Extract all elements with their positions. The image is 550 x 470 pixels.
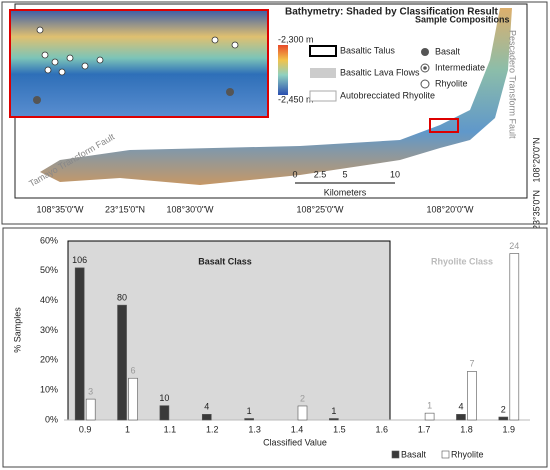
x-tick-label: 1.3: [248, 424, 261, 434]
bar: [297, 405, 308, 421]
x-tick-label: 1.9: [503, 424, 516, 434]
class-label: Basaltic Talus: [340, 45, 395, 55]
basalt-point: [226, 88, 234, 96]
swatch-flows: [310, 68, 336, 78]
bar: [498, 416, 509, 421]
legend-label: Basalt: [401, 449, 427, 459]
count-label: 24: [509, 241, 519, 251]
x-tick-label: 1.5: [333, 424, 346, 434]
x-axis-label: Classified Value: [263, 437, 327, 447]
coord-label: 23°35'0"N: [531, 190, 541, 230]
count-label: 80: [117, 293, 127, 303]
count-label: 2: [501, 404, 506, 414]
y-tick-label: 0%: [45, 414, 58, 424]
bar: [74, 267, 85, 421]
sample-label: Rhyolite: [435, 78, 468, 88]
count-label: 1: [247, 406, 252, 416]
bar: [117, 304, 127, 421]
fault-label: Pescadero Transform Fault: [508, 30, 518, 139]
sample-points: [36, 26, 239, 76]
depth-low: -2,450 m: [278, 94, 314, 104]
bar: [159, 405, 170, 421]
count-label: 106: [72, 255, 87, 265]
scale-label: 10: [390, 169, 400, 179]
bar: [467, 371, 477, 421]
scale-label: 2.5: [314, 169, 327, 179]
bathymetry-swath: [40, 8, 512, 185]
scale-unit: Kilometers: [324, 187, 367, 197]
class-label: Autobrecciated Rhyolite: [340, 90, 435, 100]
count-label: 7: [469, 359, 474, 369]
count-label: 4: [458, 402, 463, 412]
x-tick-label: 0.9: [79, 424, 92, 434]
y-tick-label: 60%: [40, 235, 58, 245]
x-tick-label: 1.4: [291, 424, 304, 434]
swatch-talus: [309, 45, 337, 57]
x-tick-label: 1: [125, 424, 130, 434]
x-tick-label: 1.2: [206, 424, 219, 434]
bar: [509, 253, 520, 421]
bar: [424, 412, 435, 421]
basalt-point: [33, 96, 41, 104]
x-tick-label: 1.8: [460, 424, 473, 434]
count-label: 1: [331, 406, 336, 416]
scale-label: 0: [292, 169, 297, 179]
scale-label: 5: [342, 169, 347, 179]
legend-swatch: [391, 450, 400, 459]
y-tick-label: 20%: [40, 355, 58, 365]
y-tick-label: 10%: [40, 385, 58, 395]
count-label: 1: [427, 401, 432, 411]
inset-map: [9, 9, 269, 118]
coord-label: 108°25'0"W: [296, 204, 344, 214]
x-tick-label: 1.1: [164, 424, 177, 434]
y-axis-label: % Samples: [12, 307, 22, 353]
x-tick-label: 1.6: [375, 424, 388, 434]
y-tick-label: 30%: [40, 325, 58, 335]
coord-label: 108°30'0"W: [166, 204, 214, 214]
sample-symbol: [420, 79, 430, 89]
class-label: Basaltic Lava Flows: [340, 67, 420, 77]
inset-locator: [429, 118, 459, 133]
bar: [201, 414, 212, 421]
legend-title: Bathymetry: Shaded by Classification Res…: [285, 7, 499, 18]
count-label: 3: [88, 386, 93, 396]
count-label: 6: [131, 366, 136, 376]
annotation: Basalt Class: [198, 256, 252, 266]
sample-label: Basalt: [435, 46, 461, 56]
depth-ramp: [278, 45, 288, 95]
sample-label: Intermediate: [435, 62, 485, 72]
bar: [85, 398, 96, 421]
bar: [128, 377, 138, 421]
y-tick-label: 40%: [40, 295, 58, 305]
count-label: 2: [300, 393, 305, 403]
bar: [244, 418, 254, 421]
x-tick-label: 1.7: [418, 424, 431, 434]
swatch-rhyolite: [309, 90, 337, 102]
depth-high: -2,300 m: [278, 34, 314, 44]
sample-symbol: [423, 66, 427, 70]
annotation: Rhyolite Class: [431, 256, 493, 266]
bar: [456, 414, 466, 421]
count-label: 4: [204, 402, 209, 412]
legend-swatch: [441, 450, 450, 459]
y-tick-label: 50%: [40, 265, 58, 275]
sample-symbol: [421, 48, 429, 56]
coord-label: 108°35'0"W: [36, 204, 84, 214]
count-label: 10: [159, 393, 169, 403]
coord-label: 108°20'0"W: [426, 204, 474, 214]
coord-label: 23°15'0"N: [105, 204, 145, 214]
basalt-class-region: [67, 240, 391, 421]
bar: [329, 418, 339, 421]
samples-title: Sample Compositions: [415, 14, 510, 24]
legend-label: Rhyolite: [451, 449, 484, 459]
coord-label: 108°20'0"N: [531, 137, 541, 182]
